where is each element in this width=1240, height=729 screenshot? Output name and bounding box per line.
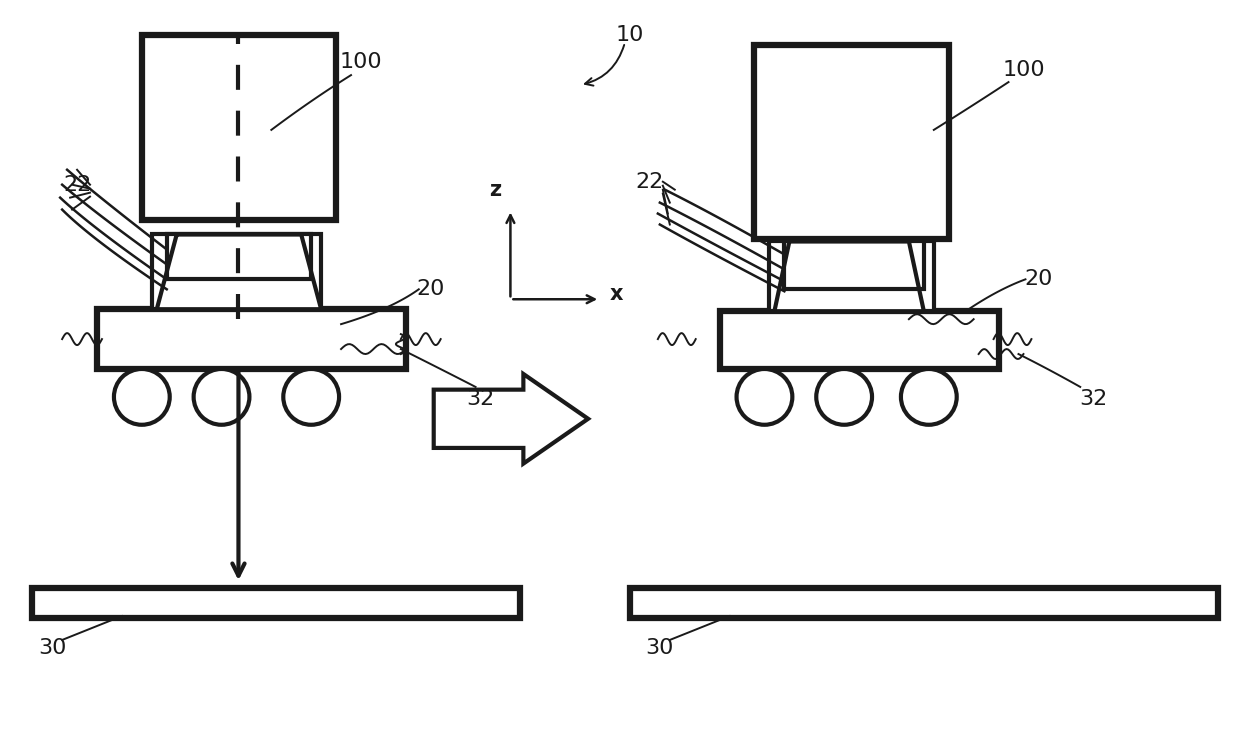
Text: x: x — [610, 284, 624, 304]
Bar — [719, 311, 998, 369]
Bar — [166, 235, 311, 279]
Text: 32: 32 — [466, 389, 495, 409]
Text: 22: 22 — [63, 175, 92, 195]
Circle shape — [193, 369, 249, 425]
Polygon shape — [156, 235, 321, 309]
Text: 100: 100 — [1002, 60, 1045, 80]
Bar — [32, 588, 521, 618]
Circle shape — [901, 369, 957, 425]
Polygon shape — [775, 241, 924, 311]
Text: 20: 20 — [1024, 269, 1053, 289]
Bar — [97, 309, 405, 369]
Text: 22: 22 — [636, 172, 663, 192]
Text: 32: 32 — [1079, 389, 1107, 409]
Text: 20: 20 — [417, 279, 445, 300]
Bar — [630, 588, 1218, 618]
Bar — [141, 35, 336, 219]
Text: 100: 100 — [340, 52, 382, 72]
Circle shape — [283, 369, 339, 425]
Bar — [754, 45, 949, 240]
Bar — [770, 241, 934, 311]
Circle shape — [114, 369, 170, 425]
Text: 30: 30 — [38, 638, 67, 658]
Text: 30: 30 — [646, 638, 675, 658]
Text: z: z — [490, 179, 501, 200]
Circle shape — [737, 369, 792, 425]
Bar — [785, 241, 924, 289]
Bar — [151, 235, 321, 309]
Text: 10: 10 — [616, 26, 644, 45]
Circle shape — [816, 369, 872, 425]
FancyArrow shape — [434, 374, 588, 464]
